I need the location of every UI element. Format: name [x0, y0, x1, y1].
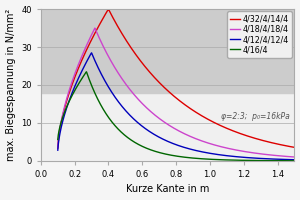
4/18/4/18/4: [151, 112, 154, 114]
4/12/4/12/4: [65, 107, 68, 109]
4/16/4: [237, 159, 240, 161]
Line: 4/16/4: 4/16/4: [58, 72, 294, 161]
4/18/4/18/4: [241, 150, 245, 152]
4/16/4: [151, 149, 154, 152]
4/12/4/12/4: [151, 132, 154, 135]
4/16/4: [65, 106, 68, 108]
Text: φ=2:3;  p₀=16kPa: φ=2:3; p₀=16kPa: [220, 112, 290, 121]
4/12/4/12/4: [142, 126, 145, 128]
4/32/4/14/4: [292, 146, 296, 149]
4/32/4/14/4: [65, 100, 68, 102]
Line: 4/12/4/12/4: 4/12/4/12/4: [58, 53, 294, 160]
Line: 4/18/4/18/4: 4/18/4/18/4: [58, 28, 294, 157]
4/12/4/12/4: [213, 153, 217, 155]
4/18/4/18/4: [65, 98, 68, 100]
4/32/4/14/4: [241, 133, 245, 136]
4/16/4: [241, 159, 245, 162]
4/12/4/12/4: [241, 156, 245, 158]
4/18/4/18/4: [292, 156, 296, 158]
Y-axis label: max. Biegespannung in N/mm²: max. Biegespannung in N/mm²: [6, 9, 16, 161]
4/12/4/12/4: [292, 159, 296, 161]
4/18/4/18/4: [237, 149, 240, 152]
4/16/4: [292, 160, 296, 162]
4/16/4: [142, 146, 145, 148]
4/12/4/12/4: [237, 156, 240, 158]
Legend: 4/32/4/14/4, 4/18/4/18/4, 4/12/4/12/4, 4/16/4: 4/32/4/14/4, 4/18/4/18/4, 4/12/4/12/4, 4…: [227, 11, 292, 58]
X-axis label: Kurze Kante in m: Kurze Kante in m: [126, 184, 209, 194]
4/32/4/14/4: [237, 132, 240, 134]
4/18/4/18/4: [142, 103, 145, 106]
Bar: [41, 9, 294, 93]
4/32/4/14/4: [142, 63, 145, 66]
Line: 4/32/4/14/4: 4/32/4/14/4: [58, 9, 294, 148]
4/18/4/18/4: [213, 144, 217, 146]
4/32/4/14/4: [151, 74, 154, 77]
4/16/4: [213, 158, 217, 161]
4/32/4/14/4: [213, 122, 217, 124]
